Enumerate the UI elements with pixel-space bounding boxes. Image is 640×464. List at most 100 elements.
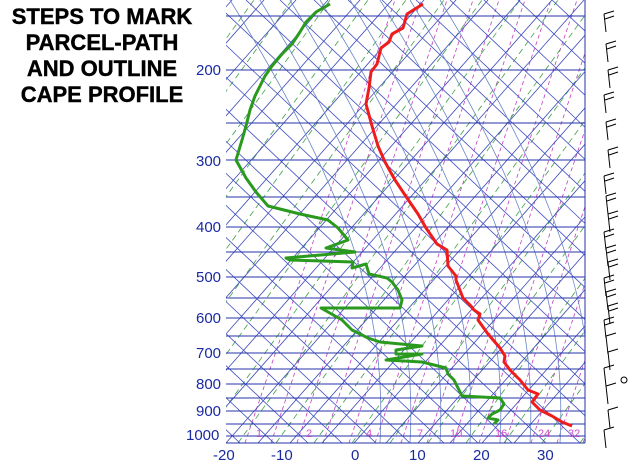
wind-barb-icon [607, 348, 619, 353]
isotherm-line [226, 0, 393, 190]
moist-adiabat-curve [379, 0, 532, 443]
calm-wind-icon [620, 376, 628, 384]
green-dashed-line [618, 0, 640, 443]
pressure-label: 500 [196, 269, 221, 286]
pressure-label: 400 [196, 219, 221, 236]
wind-barb-icon [605, 288, 617, 293]
mixing-ratio-label: 10 [450, 428, 462, 440]
isotherm-line [353, 180, 585, 443]
wind-barb-icon [605, 118, 617, 123]
wind-barb-icon [605, 40, 617, 45]
pressure-label: 200 [196, 62, 221, 79]
mixing-ratio-label: 16 [495, 428, 507, 440]
green-dashed-line [226, 0, 483, 356]
wind-barb-icon [603, 231, 607, 251]
moist-adiabat-curve [409, 0, 562, 443]
dry-adiabat-line [226, 236, 445, 443]
isotherm-line [226, 0, 297, 81]
wind-barb-icon [603, 364, 615, 369]
temperature-label: -10 [271, 447, 293, 464]
temperature-label: 20 [473, 447, 490, 464]
mixing-ratio-label: 24 [538, 428, 550, 440]
dry-adiabat-line [226, 140, 547, 443]
green-dashed-line [541, 382, 585, 443]
wind-barb-icon [605, 335, 609, 355]
isotherm-line [0, 0, 200, 443]
green-dashed-line [226, 0, 407, 250]
wind-barb-icon [603, 94, 607, 114]
wind-barb-icon [607, 302, 619, 307]
profiles [234, 2, 573, 428]
dry-adiabat-line [415, 0, 585, 160]
title-line: PARCEL-PATH [25, 30, 179, 55]
wind-barb-icon [604, 177, 615, 182]
green-dashed-line [465, 277, 585, 443]
green-dashed-line [351, 119, 585, 443]
title-line: AND OUTLINE [26, 56, 178, 81]
wind-barb-icon [606, 293, 617, 298]
green-dashed-line [275, 14, 585, 443]
isobars [226, 15, 585, 437]
dewpoint-profile [234, 2, 506, 426]
isotherm-line [226, 0, 329, 117]
wind-barb-icon [605, 43, 609, 63]
wind-barb-icon [603, 10, 615, 15]
dry-adiabat-line [449, 0, 585, 128]
moist-adiabat-curve [319, 0, 472, 443]
isotherm-line [226, 0, 361, 153]
temperature-label: 10 [409, 447, 426, 464]
isotherm-line [226, 0, 457, 262]
wind-barb-icon [605, 195, 609, 215]
wind-barb-icon [606, 249, 617, 254]
green-dashed-line [226, 0, 369, 198]
wind-barb-icon [603, 367, 607, 387]
wind-barbs [603, 10, 628, 449]
green-dashed-line [226, 0, 331, 145]
wind-barb-icon [604, 15, 615, 20]
pressure-label: 600 [196, 310, 221, 327]
dry-adiabat-line [226, 397, 275, 443]
wind-barb-icon [607, 258, 619, 263]
isotherm-line [226, 0, 265, 44]
wind-barb-icon [603, 175, 607, 195]
wind-barb-icon [607, 305, 611, 325]
wind-barb-icon [607, 406, 619, 411]
wind-barb-icon [604, 279, 615, 284]
green-dashed-line [427, 224, 585, 443]
mixing-ratio-line [556, 359, 585, 443]
wind-barb-icon [606, 45, 617, 50]
dry-adiabat-line [483, 0, 585, 96]
wind-barb-icon [603, 13, 607, 33]
dry-adiabat-line [381, 0, 585, 192]
wind-barb-icon [603, 228, 615, 233]
mixing-ratio-label: 2 [306, 428, 312, 440]
isotherm-line [226, 0, 489, 299]
wind-barb-icon [604, 321, 615, 326]
moist-adiabat-curve [289, 0, 442, 443]
pressure-label: 700 [196, 345, 221, 362]
pressure-label: 900 [196, 403, 221, 420]
wind-barb-icon [603, 316, 615, 321]
wind-barb-icon [605, 121, 609, 141]
moist-adiabat-curve [439, 0, 585, 340]
moist-adiabat-curve [229, 0, 382, 443]
isotherm-line [0, 0, 168, 443]
dry-adiabat-line [226, 365, 309, 443]
dry-adiabat-line [245, 0, 585, 321]
wind-barb-icon [605, 332, 617, 337]
title-line: CAPE PROFILE [20, 82, 184, 107]
isotherm-line [289, 107, 585, 443]
pressure-label: 300 [196, 153, 221, 170]
green-dashed-line [313, 67, 585, 443]
wind-barb-icon [605, 192, 617, 197]
dry-adiabat-line [226, 44, 585, 385]
mixing-ratio-label: 1 [256, 428, 262, 440]
temperature-label: -20 [213, 447, 235, 464]
wind-barb-icon [603, 429, 607, 449]
dry-adiabat-line [313, 0, 585, 256]
diagram-title: STEPS TO MARK PARCEL-PATH AND OUTLINE CA… [2, 4, 202, 108]
wind-barb-icon [605, 385, 609, 405]
temperature-label: 0 [351, 447, 359, 464]
moist-adiabat-curve [349, 0, 502, 443]
moist-adiabat-curve [259, 0, 412, 443]
